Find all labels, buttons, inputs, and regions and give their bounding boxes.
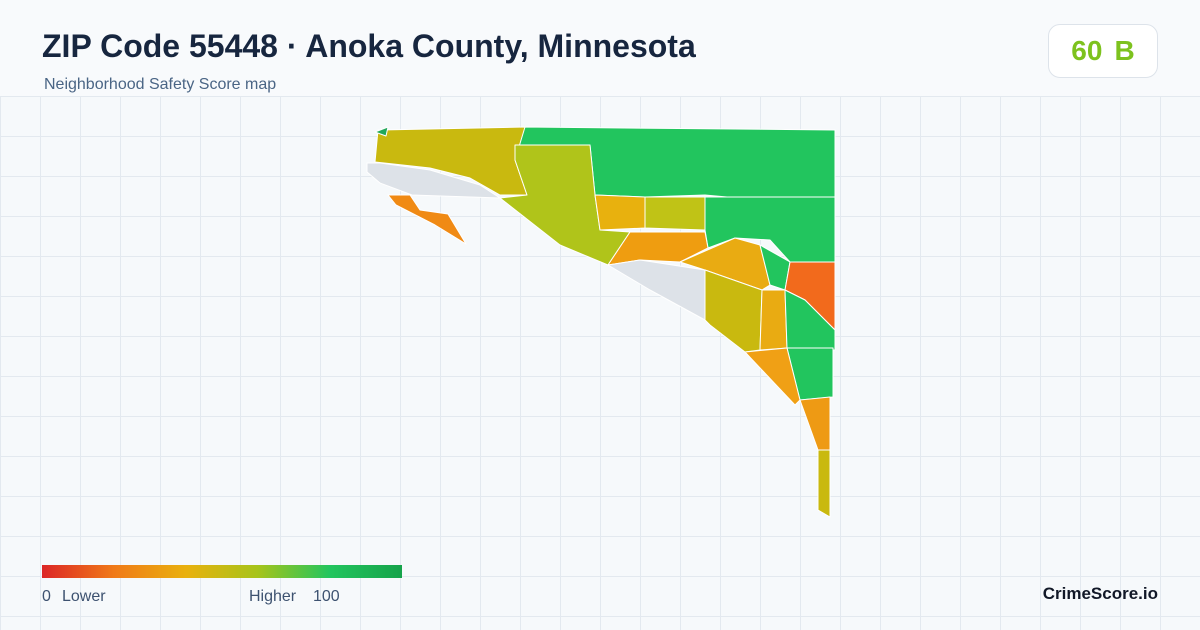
legend-max-label: Higher [249,588,297,605]
region [374,126,389,137]
legend-min-label: Lower [62,588,106,605]
score: 60 [1071,35,1103,66]
legend-min: 0 [42,588,51,605]
legend-gradient [42,565,402,578]
region [799,396,831,451]
legend-max: 100 [313,588,340,605]
region [594,194,646,231]
subtitle: Neighborhood Safety Score map [44,76,277,93]
region [607,259,706,321]
region [817,449,831,518]
header: ZIP Code 55448 · Anoka County, Minnesota… [0,0,1200,97]
brand: CrimeScore.io [1042,584,1158,603]
region [759,289,788,351]
region [644,196,706,231]
title: ZIP Code 55448 · Anoka County, Minnesota [42,28,696,64]
region [374,126,528,196]
region [387,194,467,245]
score-badge: 60 B [1048,24,1158,78]
grade: B [1114,35,1135,66]
region [784,289,836,351]
